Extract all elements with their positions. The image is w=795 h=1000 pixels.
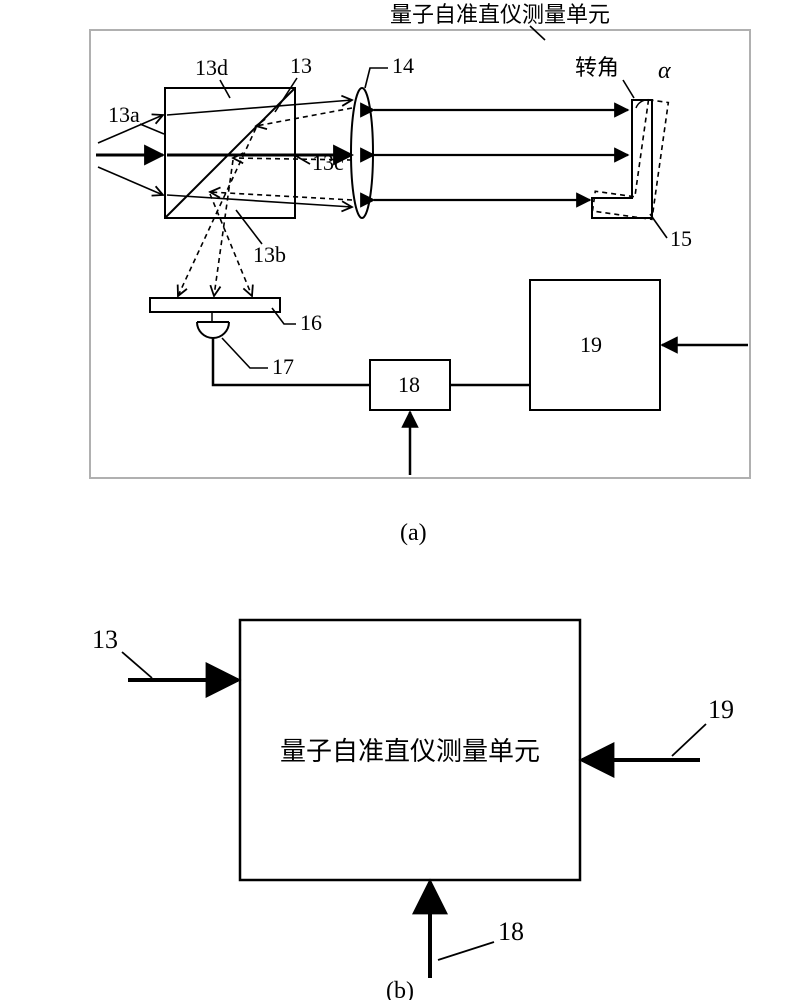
labels-a: 13d 13 14 13a 13c 13b 15 16 17 — [108, 53, 692, 379]
reflector-solid — [592, 100, 652, 218]
connections — [213, 338, 530, 385]
detector-plate — [150, 298, 280, 312]
incoming-rays — [96, 115, 163, 195]
label-15: 15 — [670, 226, 692, 251]
angle-arc — [636, 100, 648, 108]
box-19-label: 19 — [580, 332, 602, 357]
figb-label-19: 19 — [708, 695, 734, 724]
figb-label-18: 18 — [498, 917, 524, 946]
figb-label-13: 13 — [92, 625, 118, 654]
figb-labels: 13 19 18 — [92, 625, 734, 960]
box-18-label: 18 — [398, 372, 420, 397]
label-13a: 13a — [108, 102, 140, 127]
title-lead — [530, 26, 545, 40]
detector-dome — [197, 322, 229, 338]
unit-title: 量子自准直仪测量单元 — [390, 2, 610, 27]
label-14: 14 — [392, 53, 414, 78]
corner-lead — [623, 80, 634, 98]
alpha-label: α — [658, 58, 671, 84]
label-13: 13 — [290, 53, 312, 78]
label-16: 16 — [300, 310, 322, 335]
lens — [351, 88, 373, 218]
figure-a: 量子自准直仪测量单元 转角 α — [90, 2, 750, 546]
figb-box-text: 量子自准直仪测量单元 — [280, 737, 540, 766]
figure-b: 量子自准直仪测量单元 13 19 18 (b) — [92, 620, 734, 1000]
label-13b: 13b — [253, 242, 286, 267]
caption-b: (b) — [386, 978, 414, 1000]
label-17: 17 — [272, 354, 294, 379]
label-13d: 13d — [195, 55, 228, 80]
corner-label: 转角 — [575, 55, 619, 80]
label-13c: 13c — [312, 150, 344, 175]
caption-a: (a) — [400, 520, 427, 546]
down-rays — [178, 128, 256, 296]
reflector-tilted — [592, 94, 668, 219]
lens-to-reflector-rays — [374, 110, 628, 200]
